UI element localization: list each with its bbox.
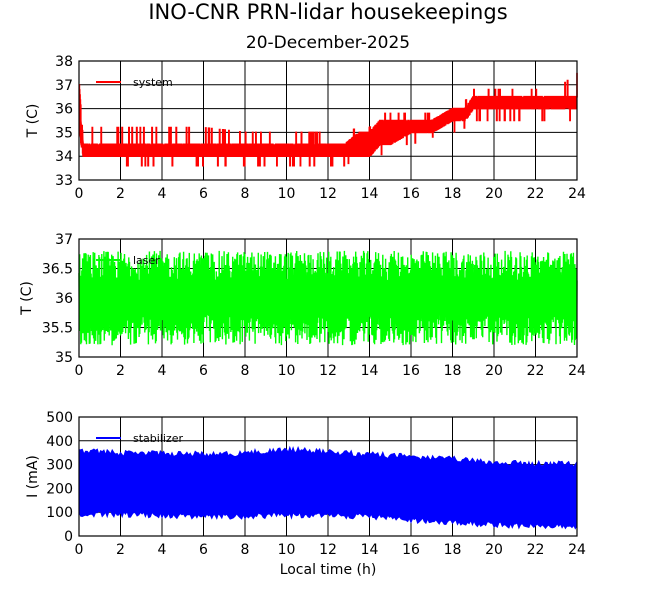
x-tick-label: 14 (361, 542, 379, 558)
x-tick-label: 12 (319, 186, 337, 202)
plot-frame (78, 416, 578, 537)
x-tick-label: 10 (278, 363, 296, 379)
y-tick-label: 35 (55, 350, 73, 366)
x-tick-label: 6 (199, 186, 208, 202)
x-tick-label: 14 (361, 186, 379, 202)
y-tick-label: 200 (46, 481, 73, 497)
x-tick-label: 22 (527, 363, 545, 379)
x-tick-label: 0 (75, 186, 84, 202)
legend-label: system (133, 76, 173, 89)
series-line-laser (78, 250, 578, 346)
x-tick-label: 4 (158, 542, 167, 558)
x-tick-label: 2 (116, 186, 125, 202)
x-tick-label: 18 (444, 186, 462, 202)
y-axis-label: T (C) (25, 104, 41, 139)
x-tick-label: 24 (568, 186, 586, 202)
y-tick-label: 0 (64, 529, 73, 545)
y-axis-label: T (C) (19, 281, 35, 316)
x-tick-label: 20 (485, 542, 503, 558)
y-tick-label: 34 (55, 149, 73, 165)
x-tick-label: 16 (402, 186, 420, 202)
y-tick-label: 38 (55, 54, 73, 70)
x-tick-label: 14 (361, 363, 379, 379)
x-tick-label: 12 (319, 363, 337, 379)
series-line-system (78, 72, 578, 167)
x-tick-label: 4 (158, 186, 167, 202)
y-tick-label: 36.5 (42, 262, 73, 278)
y-tick-label: 300 (46, 458, 73, 474)
y-tick-label: 37 (55, 232, 73, 248)
x-tick-label: 22 (527, 186, 545, 202)
x-tick-label: 6 (199, 542, 208, 558)
x-tick-label: 24 (568, 363, 586, 379)
y-tick-label: 500 (46, 410, 73, 426)
x-tick-label: 18 (444, 542, 462, 558)
x-tick-label: 10 (278, 186, 296, 202)
plot-frame (78, 60, 578, 181)
x-tick-label: 4 (158, 363, 167, 379)
x-tick-label: 16 (402, 542, 420, 558)
legend-label: laser (133, 254, 160, 267)
x-tick-label: 0 (75, 542, 84, 558)
x-tick-label: 18 (444, 363, 462, 379)
y-axis-label: I (mA) (25, 455, 41, 498)
x-tick-label: 2 (116, 542, 125, 558)
x-tick-label: 8 (241, 542, 250, 558)
x-tick-label: 0 (75, 363, 84, 379)
y-tick-label: 37 (55, 78, 73, 94)
y-tick-label: 35 (55, 125, 73, 141)
x-axis-label: Local time (h) (280, 562, 377, 578)
y-tick-label: 36 (55, 291, 73, 307)
x-tick-label: 6 (199, 363, 208, 379)
x-tick-label: 24 (568, 542, 586, 558)
y-tick-label: 400 (46, 434, 73, 450)
legend-label: stabilizer (133, 432, 183, 445)
plot-frame (78, 238, 578, 358)
x-tick-label: 10 (278, 542, 296, 558)
x-tick-label: 16 (402, 363, 420, 379)
x-tick-label: 12 (319, 542, 337, 558)
y-tick-label: 36 (55, 102, 73, 118)
x-tick-label: 8 (241, 186, 250, 202)
y-tick-label: 100 (46, 505, 73, 521)
y-tick-label: 35.5 (42, 321, 73, 337)
x-tick-label: 22 (527, 542, 545, 558)
y-tick-label: 33 (55, 173, 73, 189)
x-tick-label: 2 (116, 363, 125, 379)
x-tick-label: 20 (485, 363, 503, 379)
figure-subtitle: 20-December-2025 (246, 33, 410, 53)
x-tick-label: 20 (485, 186, 503, 202)
x-tick-label: 8 (241, 363, 250, 379)
figure-title: INO-CNR PRN-lidar housekeepings (148, 0, 507, 24)
